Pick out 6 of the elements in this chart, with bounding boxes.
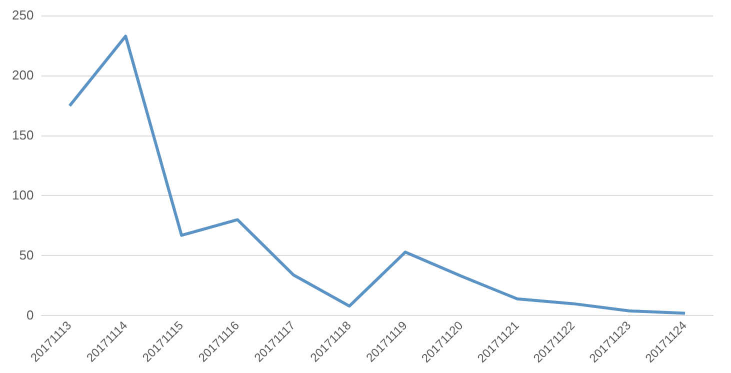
y-tick-label: 0 xyxy=(26,307,34,322)
y-tick-label: 100 xyxy=(12,187,34,202)
y-tick-label: 50 xyxy=(19,247,34,262)
y-tick-label: 150 xyxy=(12,127,34,142)
y-tick-label: 200 xyxy=(12,67,34,82)
y-tick-label: 250 xyxy=(12,7,34,22)
